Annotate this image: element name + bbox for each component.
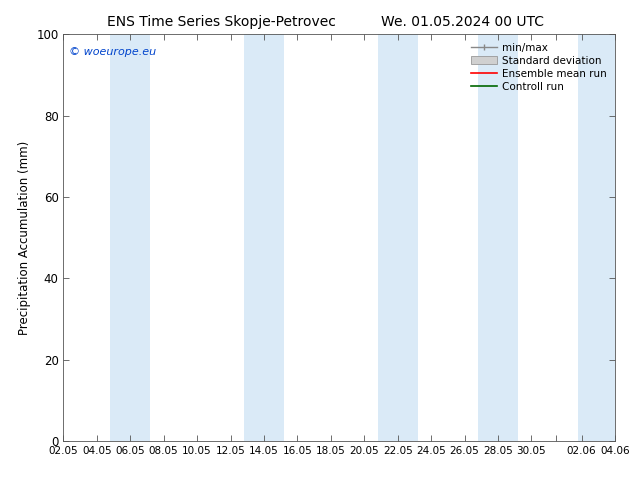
Y-axis label: Precipitation Accumulation (mm): Precipitation Accumulation (mm) — [18, 141, 30, 335]
Legend: min/max, Standard deviation, Ensemble mean run, Controll run: min/max, Standard deviation, Ensemble me… — [467, 40, 610, 95]
Bar — [578, 34, 615, 441]
Text: We. 01.05.2024 00 UTC: We. 01.05.2024 00 UTC — [381, 15, 545, 29]
Bar — [378, 34, 418, 441]
Bar — [478, 34, 518, 441]
Text: ENS Time Series Skopje-Petrovec: ENS Time Series Skopje-Petrovec — [107, 15, 337, 29]
Bar — [244, 34, 284, 441]
Bar — [110, 34, 150, 441]
Text: © woeurope.eu: © woeurope.eu — [69, 47, 156, 56]
